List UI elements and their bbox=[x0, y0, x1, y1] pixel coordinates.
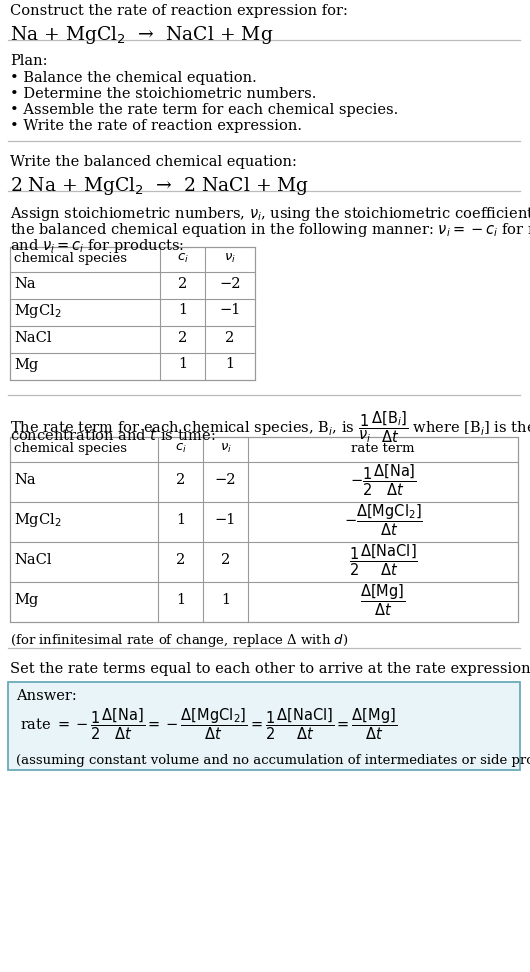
Text: rate term: rate term bbox=[351, 442, 415, 455]
Text: Mg: Mg bbox=[14, 358, 38, 371]
Text: 1: 1 bbox=[225, 358, 235, 371]
Text: the balanced chemical equation in the following manner: $\nu_i = -c_i$ for react: the balanced chemical equation in the fo… bbox=[10, 221, 530, 239]
Text: Na + MgCl$_2$  →  NaCl + Mg: Na + MgCl$_2$ → NaCl + Mg bbox=[10, 24, 273, 46]
Text: The rate term for each chemical species, B$_i$, is $\dfrac{1}{\nu_i}\dfrac{\Delt: The rate term for each chemical species,… bbox=[10, 409, 530, 444]
Bar bbox=[10, 247, 255, 380]
Text: 1: 1 bbox=[221, 593, 230, 607]
Text: 2: 2 bbox=[176, 553, 185, 567]
Text: and $\nu_i = c_i$ for products:: and $\nu_i = c_i$ for products: bbox=[10, 237, 184, 255]
Text: Mg: Mg bbox=[14, 593, 38, 607]
Text: 2: 2 bbox=[225, 330, 235, 344]
Text: 2: 2 bbox=[176, 473, 185, 487]
Text: $-\dfrac{\Delta[\mathrm{MgCl_2}]}{\Delta t}$: $-\dfrac{\Delta[\mathrm{MgCl_2}]}{\Delta… bbox=[343, 503, 422, 538]
Text: chemical species: chemical species bbox=[14, 442, 127, 455]
Text: 2 Na + MgCl$_2$  →  2 NaCl + Mg: 2 Na + MgCl$_2$ → 2 NaCl + Mg bbox=[10, 175, 310, 197]
Text: • Write the rate of reaction expression.: • Write the rate of reaction expression. bbox=[10, 119, 302, 133]
Text: Write the balanced chemical equation:: Write the balanced chemical equation: bbox=[10, 155, 297, 169]
Text: $-\dfrac{1}{2}\dfrac{\Delta[\mathrm{Na}]}{\Delta t}$: $-\dfrac{1}{2}\dfrac{\Delta[\mathrm{Na}]… bbox=[350, 463, 417, 498]
Text: 1: 1 bbox=[178, 303, 187, 318]
Text: $\dfrac{1}{2}\dfrac{\Delta[\mathrm{NaCl}]}{\Delta t}$: $\dfrac{1}{2}\dfrac{\Delta[\mathrm{NaCl}… bbox=[349, 542, 417, 577]
Text: Answer:: Answer: bbox=[16, 689, 77, 703]
Text: 1: 1 bbox=[178, 358, 187, 371]
Text: chemical species: chemical species bbox=[14, 252, 127, 265]
Text: • Determine the stoichiometric numbers.: • Determine the stoichiometric numbers. bbox=[10, 87, 316, 101]
Text: −1: −1 bbox=[215, 513, 236, 527]
Text: Na: Na bbox=[14, 473, 36, 487]
Text: NaCl: NaCl bbox=[14, 330, 51, 344]
Text: Set the rate terms equal to each other to arrive at the rate expression:: Set the rate terms equal to each other t… bbox=[10, 662, 530, 676]
Text: 1: 1 bbox=[176, 593, 185, 607]
Text: $\nu_i$: $\nu_i$ bbox=[224, 252, 236, 265]
Text: MgCl$_2$: MgCl$_2$ bbox=[14, 511, 62, 529]
Text: −2: −2 bbox=[219, 276, 241, 291]
Text: (assuming constant volume and no accumulation of intermediates or side products): (assuming constant volume and no accumul… bbox=[16, 754, 530, 767]
Text: −1: −1 bbox=[219, 303, 241, 318]
Text: 2: 2 bbox=[178, 276, 187, 291]
Text: • Assemble the rate term for each chemical species.: • Assemble the rate term for each chemic… bbox=[10, 103, 398, 117]
Text: MgCl$_2$: MgCl$_2$ bbox=[14, 301, 62, 320]
Text: rate $= -\dfrac{1}{2}\dfrac{\Delta[\mathrm{Na}]}{\Delta t} = -\dfrac{\Delta[\mat: rate $= -\dfrac{1}{2}\dfrac{\Delta[\math… bbox=[20, 707, 397, 742]
Text: $\dfrac{\Delta[\mathrm{Mg}]}{\Delta t}$: $\dfrac{\Delta[\mathrm{Mg}]}{\Delta t}$ bbox=[360, 582, 405, 618]
Text: Construct the rate of reaction expression for:: Construct the rate of reaction expressio… bbox=[10, 4, 348, 18]
Text: concentration and $t$ is time:: concentration and $t$ is time: bbox=[10, 427, 216, 443]
Text: NaCl: NaCl bbox=[14, 553, 51, 567]
Text: 1: 1 bbox=[176, 513, 185, 527]
Text: $\nu_i$: $\nu_i$ bbox=[219, 442, 232, 455]
Text: Plan:: Plan: bbox=[10, 54, 48, 68]
Text: −2: −2 bbox=[215, 473, 236, 487]
Text: 2: 2 bbox=[221, 553, 230, 567]
Text: Na: Na bbox=[14, 276, 36, 291]
Bar bbox=[10, 437, 518, 622]
Text: $c_i$: $c_i$ bbox=[176, 252, 188, 265]
Text: (for infinitesimal rate of change, replace Δ with $d$): (for infinitesimal rate of change, repla… bbox=[10, 632, 348, 649]
Text: • Balance the chemical equation.: • Balance the chemical equation. bbox=[10, 71, 257, 85]
Text: 2: 2 bbox=[178, 330, 187, 344]
FancyBboxPatch shape bbox=[8, 682, 520, 770]
Text: $c_i$: $c_i$ bbox=[174, 442, 187, 455]
Text: Assign stoichiometric numbers, $\nu_i$, using the stoichiometric coefficients, $: Assign stoichiometric numbers, $\nu_i$, … bbox=[10, 205, 530, 223]
